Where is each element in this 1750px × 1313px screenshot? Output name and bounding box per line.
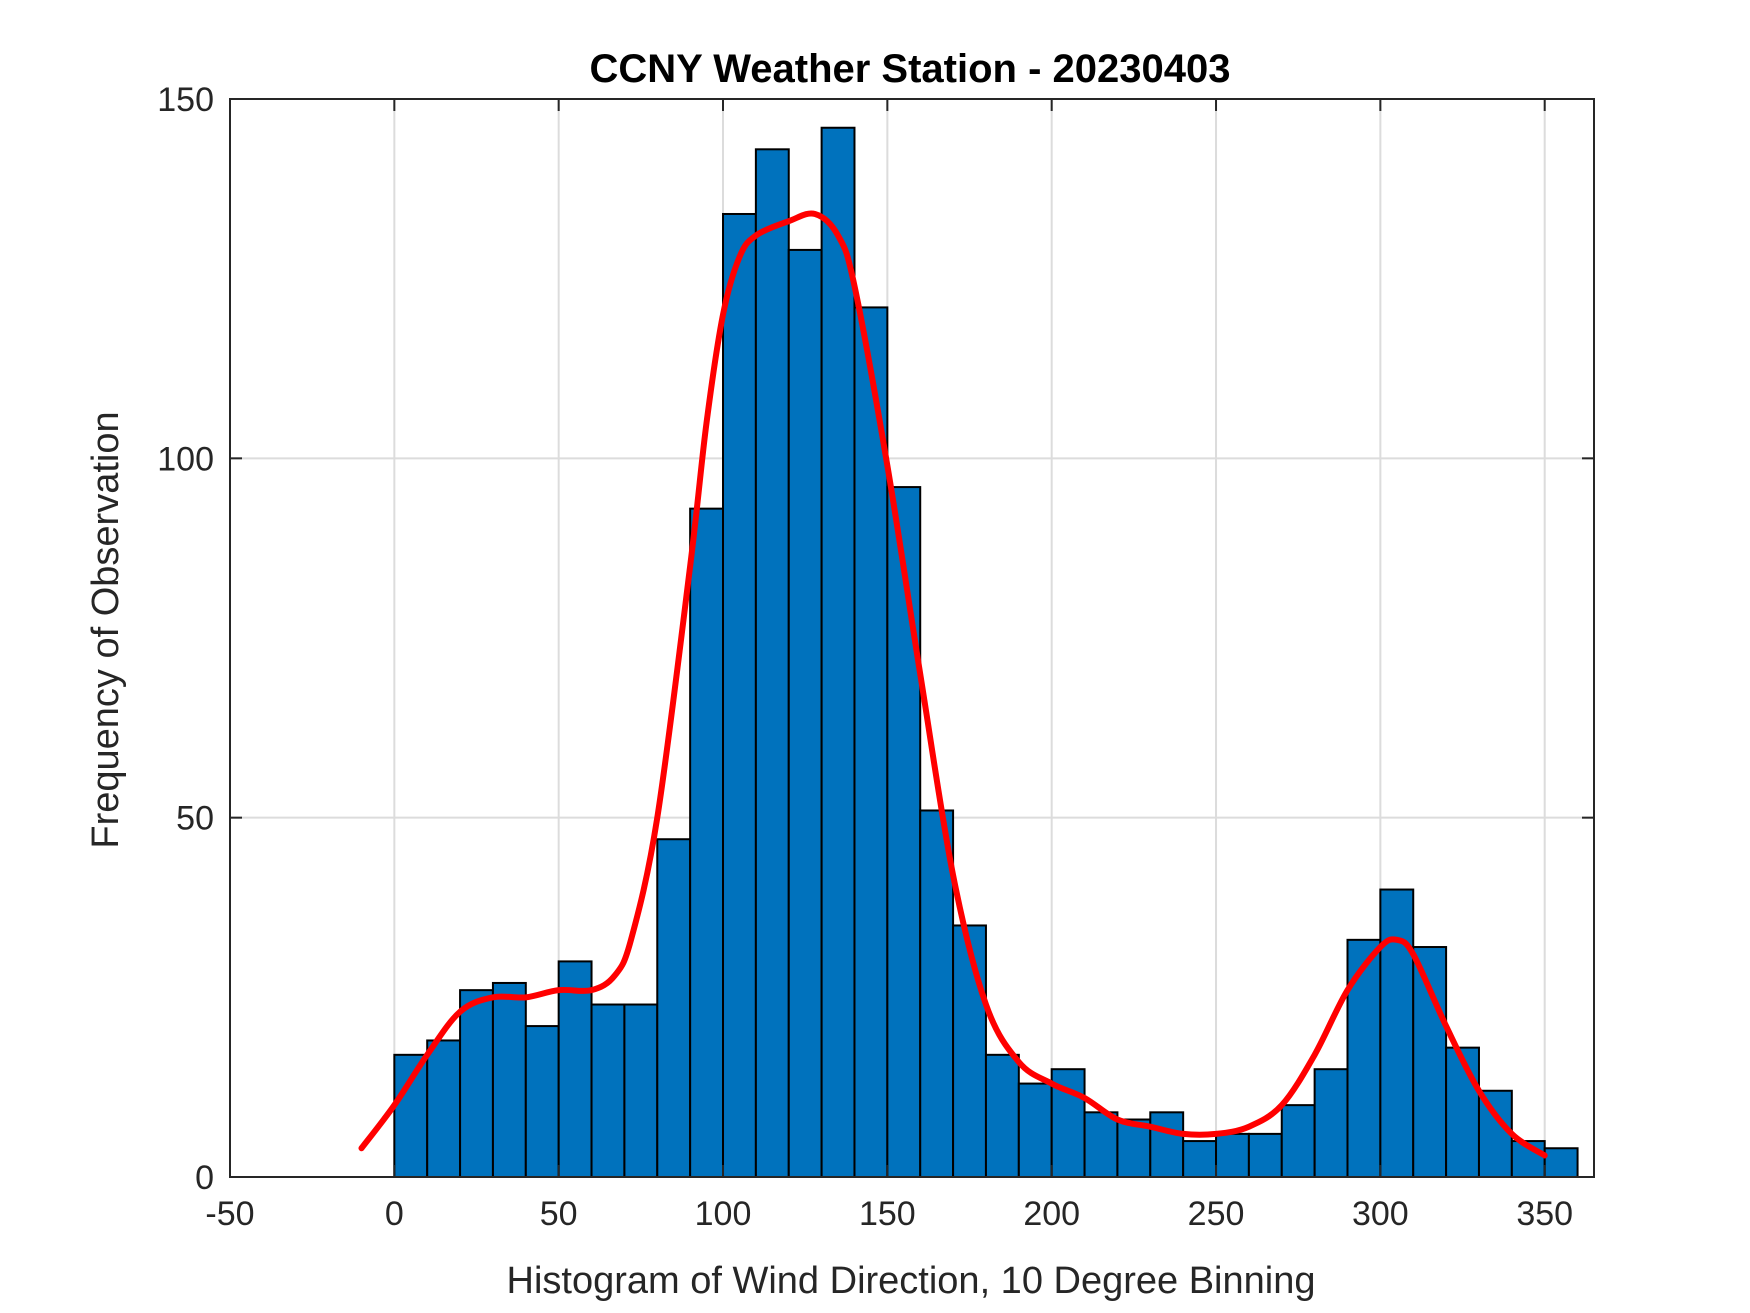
histogram-bar xyxy=(623,1003,659,1179)
histogram-bar xyxy=(1313,1068,1349,1178)
histogram-bar xyxy=(491,981,527,1179)
histogram-bar xyxy=(952,924,987,1179)
y-tick-label: 100 xyxy=(157,440,214,478)
histogram-bar xyxy=(886,486,922,1178)
plot-frame xyxy=(229,98,1595,1178)
histogram-bar xyxy=(524,1025,560,1178)
x-tick-label: 150 xyxy=(859,1195,916,1233)
histogram-bar xyxy=(1379,888,1415,1178)
histogram-bars xyxy=(393,126,1579,1179)
histogram-bar xyxy=(1543,1147,1579,1178)
y-tick-label: 0 xyxy=(195,1159,214,1197)
histogram-bar xyxy=(1445,1046,1480,1179)
x-axis-label: Histogram of Wind Direction, 10 Degree B… xyxy=(507,1260,1316,1302)
x-tick-labels: -50 0 50 100 150 200 250 300 350 xyxy=(205,1195,1573,1233)
histogram-bar xyxy=(689,507,725,1178)
histogram-bar xyxy=(722,212,757,1178)
y-tick-labels: 0 50 100 150 xyxy=(157,81,214,1197)
histogram-bar xyxy=(919,809,955,1178)
histogram-bar xyxy=(787,248,823,1179)
histogram-bar xyxy=(656,838,692,1179)
histogram-bar xyxy=(754,148,790,1179)
x-tick-label: 50 xyxy=(540,1195,578,1233)
histogram-bar xyxy=(1215,1132,1250,1179)
y-axis-label: Frequency of Observation xyxy=(85,411,127,848)
histogram-bar xyxy=(1247,1132,1283,1179)
histogram-bar xyxy=(1116,1118,1152,1179)
chart-title: CCNY Weather Station - 20230403 xyxy=(590,47,1231,91)
density-fit-curve xyxy=(358,210,1548,1159)
x-tick-label: -50 xyxy=(205,1195,254,1233)
y-tick-label: 50 xyxy=(176,800,214,838)
histogram-bar xyxy=(590,1003,626,1179)
histogram-bar xyxy=(393,1053,429,1178)
histogram-bar xyxy=(1280,1104,1316,1178)
x-tick-label: 250 xyxy=(1188,1195,1245,1233)
histogram-bar xyxy=(984,1053,1020,1178)
histogram-bar xyxy=(1477,1089,1513,1179)
histogram-bar xyxy=(820,126,856,1178)
x-tick-label: 100 xyxy=(695,1195,752,1233)
histogram-bar xyxy=(1412,946,1448,1178)
x-tick-label: 300 xyxy=(1352,1195,1409,1233)
y-tick-label: 150 xyxy=(157,81,214,119)
histogram-bar xyxy=(853,306,889,1178)
x-tick-label: 200 xyxy=(1023,1195,1080,1233)
histogram-bar xyxy=(426,1039,462,1179)
x-tick-label: 350 xyxy=(1516,1195,1573,1233)
histogram-bar xyxy=(1017,1082,1053,1179)
histogram-bar xyxy=(1083,1111,1119,1178)
x-tick-label: 0 xyxy=(385,1195,404,1233)
histogram-bar xyxy=(1182,1140,1218,1178)
histogram-bar xyxy=(1149,1111,1185,1178)
histogram-bar xyxy=(459,989,494,1178)
histogram-bar xyxy=(1346,938,1382,1179)
axis-ticks xyxy=(229,98,1594,1178)
